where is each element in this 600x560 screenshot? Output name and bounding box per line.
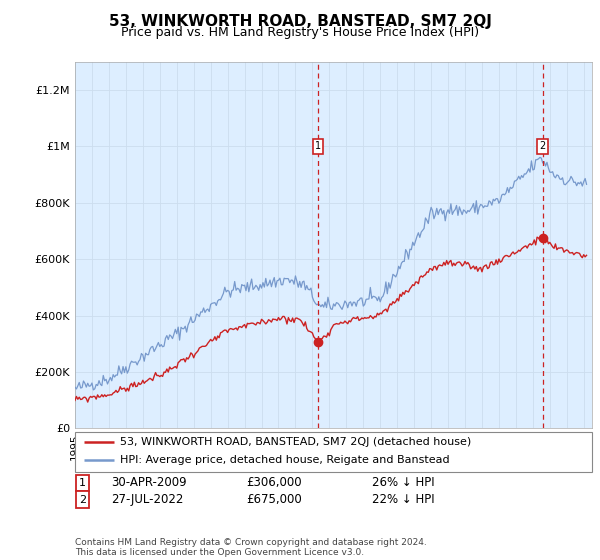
Text: 22% ↓ HPI: 22% ↓ HPI [372,493,434,506]
Text: 2: 2 [539,141,546,151]
Text: 1: 1 [79,478,86,488]
Text: 53, WINKWORTH ROAD, BANSTEAD, SM7 2QJ (detached house): 53, WINKWORTH ROAD, BANSTEAD, SM7 2QJ (d… [120,437,471,447]
Text: £675,000: £675,000 [246,493,302,506]
Text: 1: 1 [315,141,321,151]
Text: Price paid vs. HM Land Registry's House Price Index (HPI): Price paid vs. HM Land Registry's House … [121,26,479,39]
Text: £306,000: £306,000 [246,476,302,489]
Text: HPI: Average price, detached house, Reigate and Banstead: HPI: Average price, detached house, Reig… [120,455,449,465]
Text: 53, WINKWORTH ROAD, BANSTEAD, SM7 2QJ: 53, WINKWORTH ROAD, BANSTEAD, SM7 2QJ [109,14,491,29]
Text: 27-JUL-2022: 27-JUL-2022 [111,493,184,506]
Text: Contains HM Land Registry data © Crown copyright and database right 2024.
This d: Contains HM Land Registry data © Crown c… [75,538,427,557]
Text: 2: 2 [79,494,86,505]
Text: 30-APR-2009: 30-APR-2009 [111,476,187,489]
Text: 26% ↓ HPI: 26% ↓ HPI [372,476,434,489]
